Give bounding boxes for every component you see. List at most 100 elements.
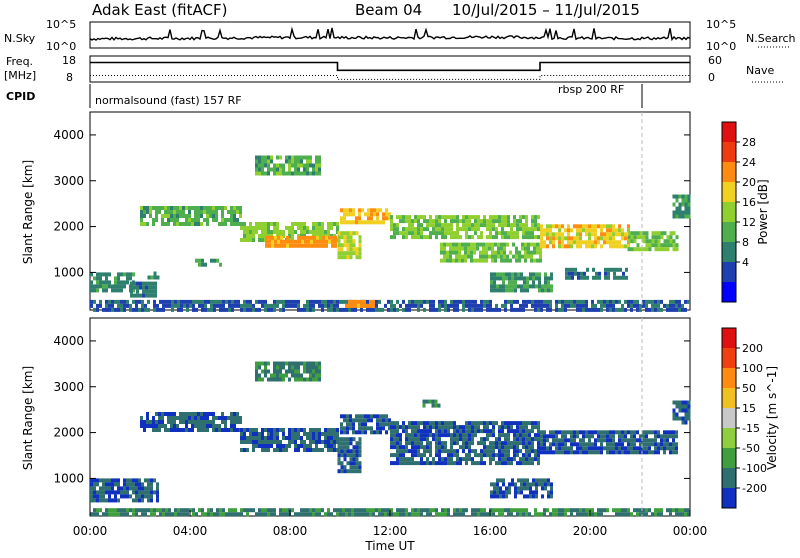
power-cell-8 bbox=[337, 247, 341, 252]
velocity-cell-7 bbox=[633, 438, 636, 443]
velocity-cell-9 bbox=[312, 369, 315, 374]
velocity-cell-2 bbox=[188, 416, 191, 420]
velocity-cell-7 bbox=[570, 446, 573, 451]
power-cell-13 bbox=[585, 224, 588, 229]
velocity-cell-0 bbox=[564, 512, 567, 517]
velocity-cell-3 bbox=[276, 428, 279, 432]
velocity-cell-6 bbox=[405, 457, 408, 462]
velocity-cell-1 bbox=[90, 478, 93, 483]
velocity-cell-0 bbox=[381, 512, 384, 517]
power-cell-0 bbox=[684, 307, 687, 312]
power-cell-1 bbox=[105, 276, 108, 281]
velocity-cell-9 bbox=[315, 377, 318, 382]
velocity-cell-6 bbox=[456, 437, 459, 442]
power-cell-0 bbox=[510, 303, 513, 308]
velocity-cell-3 bbox=[279, 428, 282, 432]
power-cell-0 bbox=[471, 299, 474, 304]
velocity-cell-0 bbox=[147, 508, 150, 513]
velocity-cell-7 bbox=[627, 446, 630, 451]
velocity-cell-6 bbox=[489, 433, 492, 438]
power-cell-9 bbox=[364, 220, 367, 225]
velocity-cell-4 bbox=[337, 449, 341, 454]
velocity-cell-0 bbox=[615, 512, 618, 517]
power-cell-17 bbox=[502, 288, 505, 293]
power-cell-1 bbox=[99, 280, 102, 285]
power-cell-7 bbox=[331, 239, 334, 244]
velocity-cell-0 bbox=[651, 512, 654, 517]
velocity-cell-3 bbox=[249, 428, 252, 432]
velocity-cell-9 bbox=[306, 369, 309, 374]
power-cell-9 bbox=[358, 208, 361, 213]
power-cell-11 bbox=[414, 219, 417, 224]
velocity-cell-6 bbox=[390, 453, 393, 458]
power-cell-13 bbox=[609, 236, 612, 241]
velocity-cell-7 bbox=[555, 434, 558, 439]
velocity-cell-0 bbox=[684, 512, 687, 517]
velocity-cell-0 bbox=[627, 508, 630, 513]
power-cell-12 bbox=[524, 254, 527, 259]
power-cell-0 bbox=[657, 303, 660, 308]
power-cell-11 bbox=[435, 235, 438, 240]
velocity-cell-3 bbox=[282, 428, 285, 432]
power-cell-0 bbox=[123, 307, 126, 312]
velocity-cell-3 bbox=[327, 436, 330, 440]
velocity-cell-0 bbox=[675, 508, 678, 513]
power-cell-11 bbox=[489, 215, 492, 220]
velocity-cell-6 bbox=[492, 441, 495, 446]
power-cell-15 bbox=[675, 210, 679, 215]
power-cell-6 bbox=[246, 230, 249, 234]
velocity-cell-0 bbox=[168, 508, 171, 513]
velocity-cell-6 bbox=[441, 421, 444, 426]
power-cell-0 bbox=[189, 299, 192, 304]
velocity-cell-0 bbox=[351, 512, 354, 517]
velocity-cell-1 bbox=[108, 482, 111, 487]
velocity-cell-5 bbox=[358, 426, 361, 431]
power-cell-13 bbox=[576, 224, 579, 229]
velocity-cell-0 bbox=[312, 512, 315, 517]
power-cell-16 bbox=[279, 155, 282, 160]
power-cell-0 bbox=[585, 307, 588, 312]
velocity-cell-6 bbox=[423, 445, 426, 450]
velocity-cell-6 bbox=[402, 453, 405, 458]
velocity-cell-2 bbox=[170, 416, 173, 420]
velocity-cell-3 bbox=[330, 436, 333, 440]
velocity-cell-9 bbox=[276, 373, 279, 378]
velocity-cell-0 bbox=[126, 508, 129, 513]
power-cell-7 bbox=[289, 243, 292, 248]
velocity-cell-9 bbox=[288, 365, 291, 370]
power-ylabel: Slant Range [km] bbox=[21, 160, 35, 264]
velocity-cell-6 bbox=[525, 449, 528, 454]
velocity-cell-0 bbox=[345, 512, 348, 517]
velocity-cell-0 bbox=[408, 512, 411, 517]
power-cell-9 bbox=[367, 212, 370, 217]
velocity-cell-7 bbox=[588, 450, 591, 455]
velocity-cell-0 bbox=[561, 508, 564, 513]
power-cell-9 bbox=[343, 208, 346, 213]
power-cell-11 bbox=[447, 215, 450, 220]
power-cell-13 bbox=[621, 236, 624, 241]
power-cell-17 bbox=[526, 276, 529, 281]
velocity-cell-4 bbox=[337, 441, 341, 446]
power-cell-6 bbox=[240, 226, 243, 230]
power-cell-0 bbox=[204, 303, 207, 308]
power-cell-14 bbox=[627, 231, 631, 236]
velocity-cell-4 bbox=[337, 469, 341, 474]
velocity-cell-0 bbox=[174, 508, 177, 513]
velocity-cell-6 bbox=[531, 437, 534, 442]
velocity-cell-0 bbox=[600, 508, 603, 513]
power-colorbar-tick-label: 24 bbox=[742, 156, 756, 169]
velocity-cell-6 bbox=[399, 441, 402, 446]
power-cell-0 bbox=[288, 299, 291, 304]
power-cell-5 bbox=[221, 222, 224, 226]
power-cell-1 bbox=[102, 288, 105, 293]
power-cell-1 bbox=[96, 276, 99, 281]
power-cell-16 bbox=[318, 155, 321, 160]
velocity-cell-0 bbox=[621, 512, 624, 517]
power-cell-8 bbox=[349, 231, 353, 236]
power-cell-11 bbox=[441, 235, 444, 240]
power-cell-0 bbox=[504, 303, 507, 308]
station-title: Adak East (fitACF) bbox=[92, 1, 227, 19]
velocity-cell-10 bbox=[505, 494, 508, 499]
velocity-cell-1 bbox=[102, 490, 105, 495]
velocity-cell-3 bbox=[282, 432, 285, 436]
